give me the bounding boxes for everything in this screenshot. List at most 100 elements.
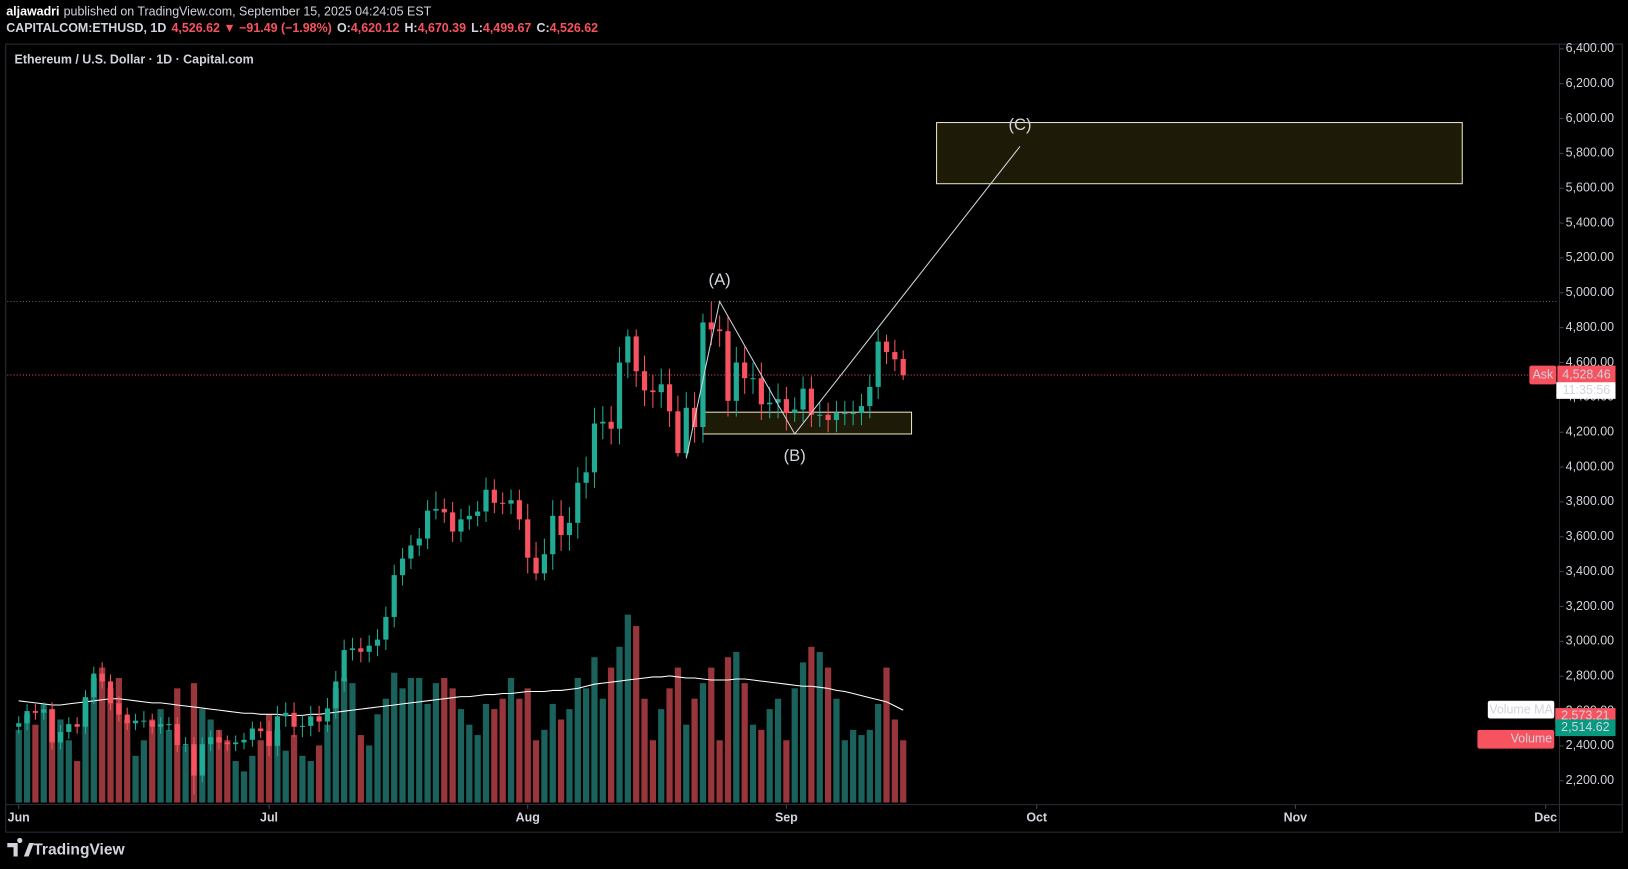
volume-bar [499,698,506,803]
candle-body [433,508,439,511]
candle-body [641,371,648,391]
volume-bar [349,683,356,803]
candle-body [625,336,631,363]
target-zone [936,122,1463,185]
candle-body [900,359,906,376]
candle-body [516,500,522,520]
volume-bar [366,745,373,803]
volume-ma-tag [1487,700,1555,719]
volume-bar [766,709,773,803]
volume-bar [674,667,682,803]
ohlc-value: 4,620.12 [351,21,399,35]
candle-body [241,739,247,743]
volume-bar [833,698,840,803]
candle-body [783,399,789,414]
candle-body [82,697,89,727]
candle-body [833,413,840,421]
candle-body [500,502,506,504]
candle-body [324,708,331,722]
volume-bar [416,677,423,803]
candle-body [817,414,823,416]
volume-bar [824,667,832,803]
y-tick-label: 6,200.00 [1566,76,1614,90]
y-tick-label: 2,400.00 [1566,738,1614,752]
volume-bar [65,740,72,803]
volume-bar [699,683,707,803]
volume-value-tag [1555,719,1616,737]
candle-body [675,411,681,454]
candle-body [742,362,748,379]
volume-bar [774,698,782,803]
candle-body [508,500,514,504]
volume-bar [391,672,398,803]
volume-bar [249,755,256,803]
candle-body [825,414,831,421]
y-tick-label: 2,800.00 [1566,668,1614,682]
candle-body [408,545,414,559]
volume-bar [708,667,715,803]
candle-body [700,322,706,427]
volume-bar [57,719,64,803]
volume-bar [574,677,581,803]
candle-body [600,421,606,424]
frame [5,43,1623,833]
candle-body [733,362,739,401]
candle-body [274,716,280,746]
volume-tag [1477,729,1555,749]
y-tick-label: 5,000.00 [1566,285,1614,299]
ohlc-value: 4,526.62 [550,21,598,35]
candle-body [116,703,122,715]
candle-body [157,724,164,727]
volume-bar [165,729,173,803]
candle-body [491,489,497,503]
candle-body [775,399,781,403]
volume-bar [299,755,306,803]
author: aljawadri [6,5,59,19]
volume-bar [608,667,615,803]
candle-body [475,511,481,516]
symbol: CAPITALCOM:ETHUSD, 1D [6,21,166,35]
target-zone [702,411,913,435]
volume-bar [816,652,823,803]
candle-body [249,728,255,740]
candle-body [541,554,547,574]
volume-bar [207,719,214,803]
y-tick-label: 4,000.00 [1566,459,1614,473]
countdown: 11:35:56 [1563,383,1611,397]
volume-bar [257,740,264,803]
brand-icon [7,837,34,857]
candle-body [858,406,865,414]
volume-bar [457,709,465,803]
symbol-line: CAPITALCOM:ETHUSD, 1D 4,526.62 ▼ −91.49 (… [6,21,598,35]
candle-body [533,557,539,574]
volume-bar [749,724,757,803]
candle-body [892,352,898,360]
volume-bar [265,714,273,803]
candle-body [850,413,856,415]
volume-bar [616,646,623,803]
volume-bar [232,761,239,803]
volume-bar [883,667,890,803]
volume-bar [149,719,156,803]
volume-bar [649,740,656,803]
volume-bar [599,698,606,803]
candle-body [558,515,564,536]
volume-bar [307,761,314,803]
candle-body [16,723,22,727]
x-tick-label: Oct [1026,810,1047,824]
candle-body [66,724,72,732]
y-tick-label: 3,200.00 [1566,599,1614,613]
y-tick-label: 3,800.00 [1566,494,1614,508]
volume-tag-label: Volume [1511,732,1553,746]
volume-bar [324,724,331,803]
y-tick-label: 4,800.00 [1566,320,1614,334]
candle-body [575,482,581,523]
volume-bar [407,677,415,803]
volume-bar [224,740,231,803]
volume-bar [374,714,381,803]
volume-bar [532,740,540,803]
y-tick-label: 5,200.00 [1566,250,1614,264]
volume-bar [799,662,807,803]
candle-body [616,362,623,429]
